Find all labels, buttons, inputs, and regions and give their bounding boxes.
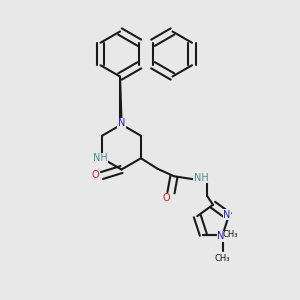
Text: N: N [118, 118, 125, 128]
Text: NH: NH [194, 173, 208, 183]
Text: CH₃: CH₃ [215, 254, 230, 263]
Text: N: N [218, 231, 225, 241]
Text: O: O [92, 170, 99, 181]
Text: N: N [224, 210, 231, 220]
Text: CH₃: CH₃ [223, 230, 238, 239]
Text: NH: NH [93, 153, 108, 163]
Text: O: O [163, 193, 170, 203]
